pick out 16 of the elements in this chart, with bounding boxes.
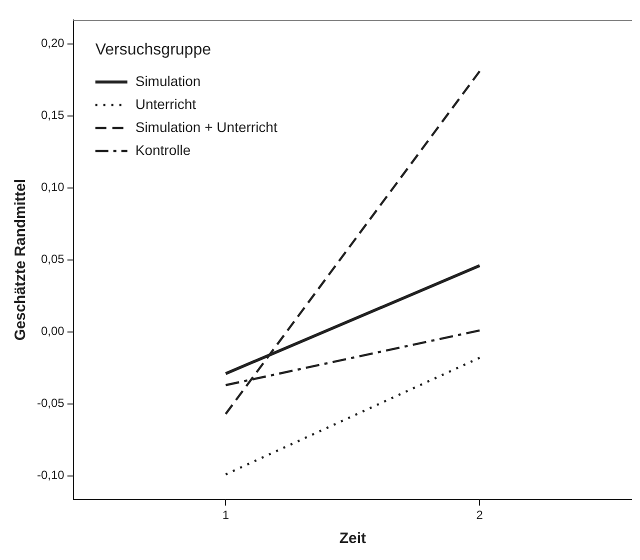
legend-label: Simulation + Unterricht	[135, 118, 278, 135]
y-tick-label: 0,00	[40, 324, 65, 338]
x-axis-title: Zeit	[339, 530, 366, 548]
y-tick-label: 0,15	[40, 108, 65, 122]
y-tick-label: 0,05	[40, 252, 65, 266]
x-tick-label: 1	[222, 508, 230, 522]
legend-label: Kontrolle	[135, 142, 191, 158]
x-tick-label: 2	[476, 508, 484, 522]
y-tick-label: -0,05	[36, 396, 65, 410]
y-tick-label: -0,10	[36, 468, 65, 482]
legend-label: Simulation	[135, 72, 201, 89]
legend-title: Versuchsgruppe	[95, 41, 212, 58]
y-axis-title: Geschätzte Randmittel	[12, 178, 30, 341]
y-tick-label: 0,20	[40, 36, 65, 50]
legend-label: Unterricht	[135, 96, 196, 112]
y-tick-label: 0,10	[40, 180, 65, 194]
